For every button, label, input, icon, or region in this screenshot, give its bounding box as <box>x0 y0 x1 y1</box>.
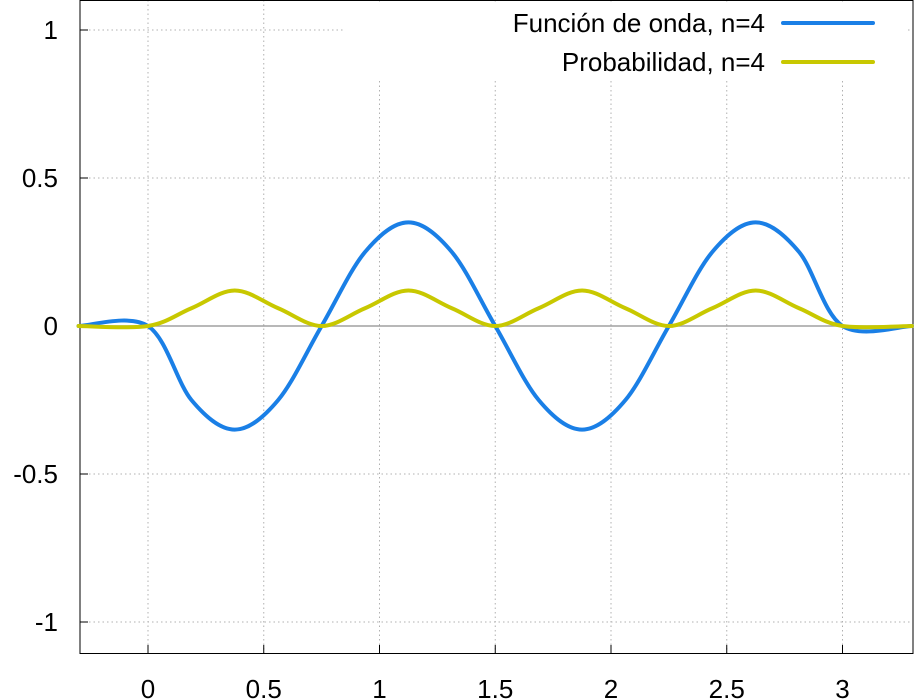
y-tick-label: 0 <box>44 311 58 341</box>
legend-background <box>345 2 905 80</box>
legend-label-wavefunction: Función de onda, n=4 <box>513 8 765 38</box>
legend-label-probability: Probabilidad, n=4 <box>562 47 765 77</box>
series-lines <box>76 220 914 432</box>
x-tick-label: 2 <box>604 674 618 700</box>
y-axis-ticks: -1 -0.5 0 0.5 1 <box>13 15 88 637</box>
x-tick-label: 3 <box>835 674 849 700</box>
y-tick-label: 0.5 <box>22 163 58 193</box>
y-tick-label: -1 <box>35 607 58 637</box>
y-tick-label: -0.5 <box>13 459 58 489</box>
series-line-probability <box>76 288 914 330</box>
y-tick-label: 1 <box>44 15 58 45</box>
x-tick-label: 0.5 <box>246 674 282 700</box>
x-axis-ticks: 0 0.5 1 1.5 2 2.5 3 <box>141 645 850 700</box>
x-tick-label: 0 <box>141 674 155 700</box>
x-tick-label: 1 <box>372 674 386 700</box>
legend: Función de onda, n=4 Probabilidad, n=4 <box>345 2 905 80</box>
x-tick-label: 1.5 <box>477 674 513 700</box>
x-tick-label: 2.5 <box>709 674 745 700</box>
